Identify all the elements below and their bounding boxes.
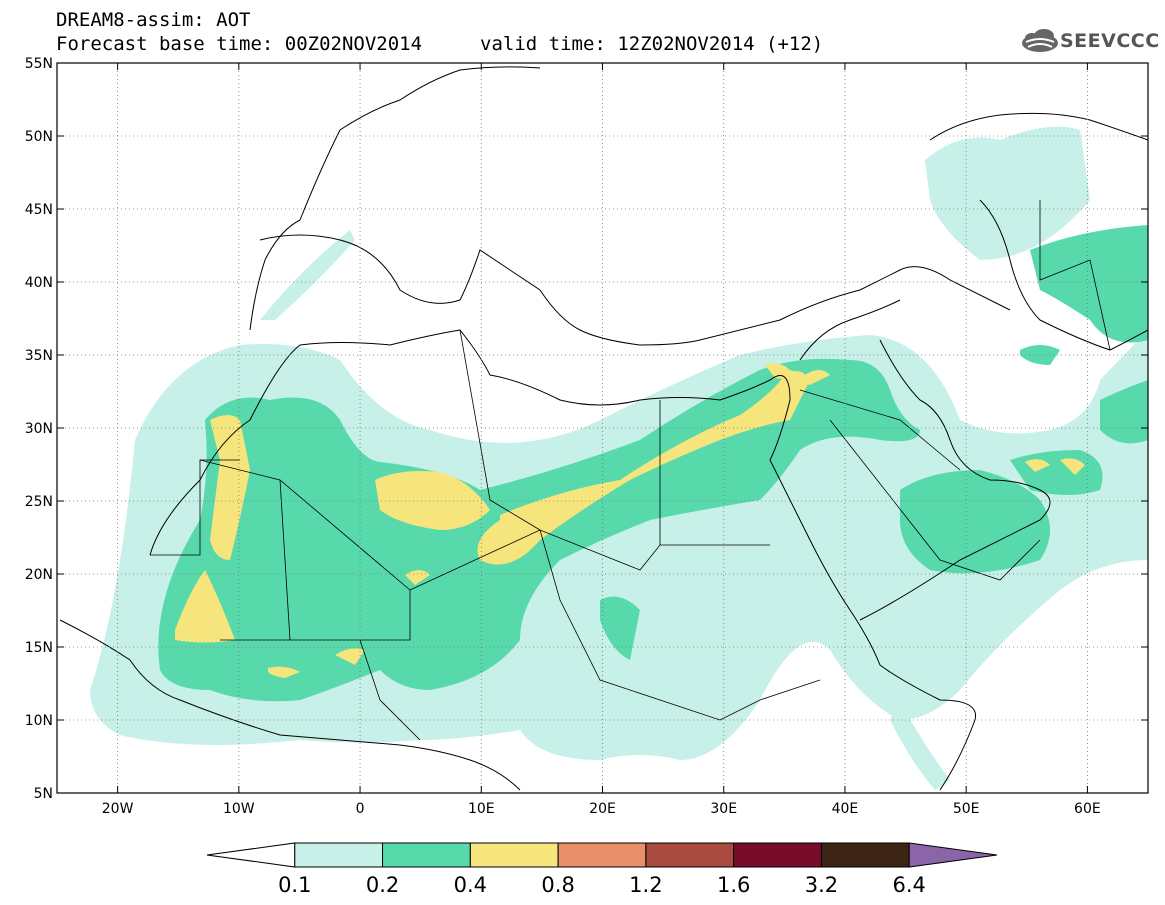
colorbar-swatch [820, 842, 910, 868]
lat-label: 20N [25, 567, 53, 583]
aot-field-0-4 [175, 363, 1085, 678]
lat-label: 5N [34, 786, 53, 802]
colorbar-swatch [469, 842, 559, 868]
valid-time: valid time: 12Z02NOV2014 (+12) [480, 33, 824, 55]
lon-label: 20E [589, 801, 616, 817]
colorbar-label: 3.2 [805, 873, 838, 897]
lat-label: 30N [25, 421, 53, 437]
colorbar-label: 1.6 [717, 873, 750, 897]
colorbar-high-arrow [908, 842, 998, 868]
cloud-logo-icon [1022, 29, 1058, 52]
colorbar-low-arrow [206, 842, 296, 868]
lat-label: 10N [25, 713, 53, 729]
chart-title: DREAM8-assim: AOT [56, 9, 251, 31]
latitude-labels: 55N 50N 45N 40N 35N 30N 25N 20N 15N 10N 5N [25, 56, 53, 802]
lat-label: 40N [25, 275, 53, 291]
axis-ticks [57, 62, 1148, 794]
lon-label: 10E [468, 801, 495, 817]
lon-label: 30E [710, 801, 737, 817]
colorbar-swatch [733, 842, 822, 868]
colorbar-label: 6.4 [893, 873, 926, 897]
colorbar-label: 1.2 [629, 873, 662, 897]
lat-label: 35N [25, 348, 53, 364]
colorbar-swatch [557, 842, 647, 868]
lon-label: 20W [102, 801, 134, 817]
lat-label: 50N [25, 129, 53, 145]
logo-text: SEEVCCC [1060, 30, 1160, 52]
graticule [57, 63, 1148, 793]
coastlines [59, 66, 1148, 791]
country-borders [150, 200, 1111, 741]
colorbar-swatch [382, 842, 471, 868]
lon-label: 60E [1074, 801, 1101, 817]
lat-label: 45N [25, 202, 53, 218]
colorbar [206, 842, 998, 868]
longitude-labels: 20W 10W 0 10E 20E 30E 40E 50E 60E [102, 801, 1101, 817]
colorbar-label: 0.1 [278, 873, 311, 897]
lon-label: 40E [832, 801, 859, 817]
colorbar-labels: 0.1 0.2 0.4 0.8 1.2 1.6 3.2 6.4 [278, 873, 926, 897]
colorbar-swatch [294, 842, 384, 868]
colorbar-swatch [645, 842, 735, 868]
lat-label: 15N [25, 640, 53, 656]
lat-label: 25N [25, 494, 53, 510]
lon-label: 10W [223, 801, 255, 817]
lat-label: 55N [25, 56, 53, 72]
colorbar-label: 0.4 [454, 873, 487, 897]
time-info: Forecast base time: 00Z02NOV2014 valid ti… [56, 34, 823, 54]
lon-label: 0 [356, 801, 365, 817]
lon-label: 50E [953, 801, 980, 817]
colorbar-label: 0.8 [541, 873, 574, 897]
colorbar-label: 0.2 [366, 873, 399, 897]
base-time: Forecast base time: 00Z02NOV2014 [56, 33, 423, 55]
